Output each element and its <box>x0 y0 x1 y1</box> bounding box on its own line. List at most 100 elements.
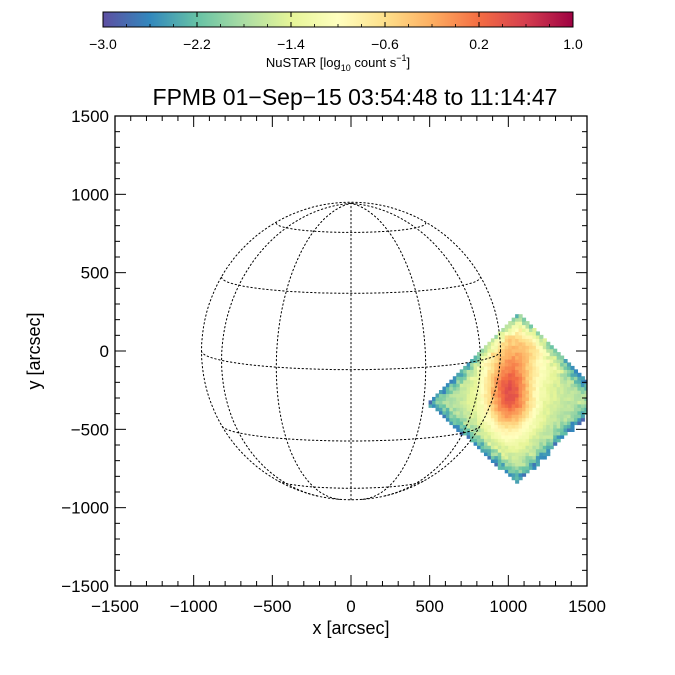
emission-pixel <box>532 359 537 364</box>
emission-pixel <box>466 396 471 401</box>
emission-pixel <box>508 383 513 388</box>
emission-pixel <box>480 365 485 370</box>
emission-pixel <box>511 421 516 426</box>
emission-pixel <box>546 400 551 405</box>
emission-pixel <box>515 314 520 319</box>
emission-pixel <box>466 431 471 436</box>
emission-pixel <box>522 355 527 360</box>
emission-pixel <box>528 352 534 357</box>
emission-pixel <box>508 438 513 443</box>
emission-pixel <box>580 379 585 384</box>
emission-pixel <box>463 376 468 381</box>
emission-pixel <box>584 410 587 415</box>
emission-pixel <box>508 441 513 446</box>
emission-pixel <box>528 431 534 436</box>
emission-pixel <box>546 369 551 374</box>
emission-pixel <box>511 379 516 384</box>
emission-pixel <box>490 379 495 384</box>
emission-pixel <box>494 352 499 357</box>
emission-pixel <box>483 445 489 450</box>
emission-pixel <box>504 338 509 343</box>
emission-pixel <box>542 410 547 415</box>
emission-pixel <box>563 427 568 432</box>
emission-pixel <box>438 396 444 401</box>
emission-pixel <box>528 327 534 333</box>
emission-pixel <box>528 379 534 384</box>
emission-pixel <box>504 386 509 391</box>
emission-pixel <box>466 372 471 377</box>
emission-pixel <box>525 334 530 339</box>
emission-pixel <box>483 448 489 453</box>
emission-pixel <box>546 393 551 398</box>
emission-pixel <box>480 348 485 353</box>
y-tick-label: −500 <box>71 420 109 439</box>
emission-pixel <box>584 393 587 398</box>
emission-pixel <box>477 352 482 357</box>
emission-pixel <box>532 462 537 467</box>
emission-pixel <box>452 383 457 388</box>
emission-pixel <box>442 410 447 415</box>
emission-pixel <box>549 434 554 439</box>
emission-pixel <box>518 321 523 326</box>
emission-pixel <box>477 365 482 370</box>
emission-pixel <box>490 345 495 350</box>
emission-pixel <box>511 462 516 467</box>
emission-pixel <box>528 400 534 405</box>
emission-pixel <box>477 355 482 360</box>
emission-pixel <box>577 403 582 408</box>
emission-pixel <box>549 362 554 367</box>
emission-pixel <box>515 455 520 460</box>
emission-pixel <box>504 352 509 357</box>
emission-pixel <box>532 414 537 419</box>
emission-pixel <box>470 376 475 381</box>
emission-pixel <box>580 390 585 395</box>
emission-pixel <box>470 362 475 367</box>
emission-pixel <box>515 424 520 429</box>
emission-pixel <box>504 431 509 436</box>
emission-pixel <box>535 379 540 384</box>
emission-pixel <box>501 455 506 460</box>
emission-pixel <box>560 431 565 436</box>
emission-pixel <box>480 355 485 360</box>
emission-pixel <box>463 431 468 436</box>
emission-pixel <box>553 359 558 364</box>
emission-pixel <box>518 352 523 357</box>
emission-pixel <box>511 383 516 388</box>
y-tick-label: 500 <box>81 264 109 283</box>
emission-pixel <box>556 400 561 405</box>
emission-pixel <box>483 400 489 405</box>
emission-pixel <box>497 455 502 460</box>
emission-pixel <box>473 434 478 439</box>
emission-pixel <box>553 362 558 367</box>
emission-pixel <box>466 376 471 381</box>
emission-pixel <box>477 393 482 398</box>
emission-pixel <box>532 331 537 336</box>
emission-pixel <box>535 438 540 443</box>
emission-pixel <box>480 352 485 357</box>
emission-pixel <box>494 434 499 439</box>
emission-pixel <box>463 427 468 432</box>
plot-title: FPMB 01−Sep−15 03:54:48 to 11:14:47 <box>153 84 558 110</box>
emission-pixel <box>490 414 495 419</box>
emission-pixel <box>580 400 585 405</box>
emission-pixel <box>483 427 489 432</box>
emission-pixel <box>542 359 547 364</box>
emission-pixel <box>511 355 516 360</box>
emission-pixel <box>490 441 495 446</box>
emission-pixel <box>563 372 568 377</box>
emission-pixel <box>490 445 495 450</box>
emission-pixel <box>522 431 527 436</box>
x-tick-label: 0 <box>346 597 355 616</box>
emission-pixel <box>504 407 509 412</box>
emission-pixel <box>452 376 457 381</box>
emission-pixel <box>591 404 595 408</box>
emission-pixel <box>584 403 587 408</box>
emission-pixel <box>518 445 523 450</box>
emission-pixel <box>515 462 520 467</box>
emission-pixel <box>525 407 530 412</box>
emission-pixel <box>518 452 523 457</box>
emission-pixel <box>483 393 489 398</box>
emission-pixel <box>539 348 544 353</box>
emission-pixel <box>549 396 554 401</box>
emission-pixel <box>573 376 579 381</box>
